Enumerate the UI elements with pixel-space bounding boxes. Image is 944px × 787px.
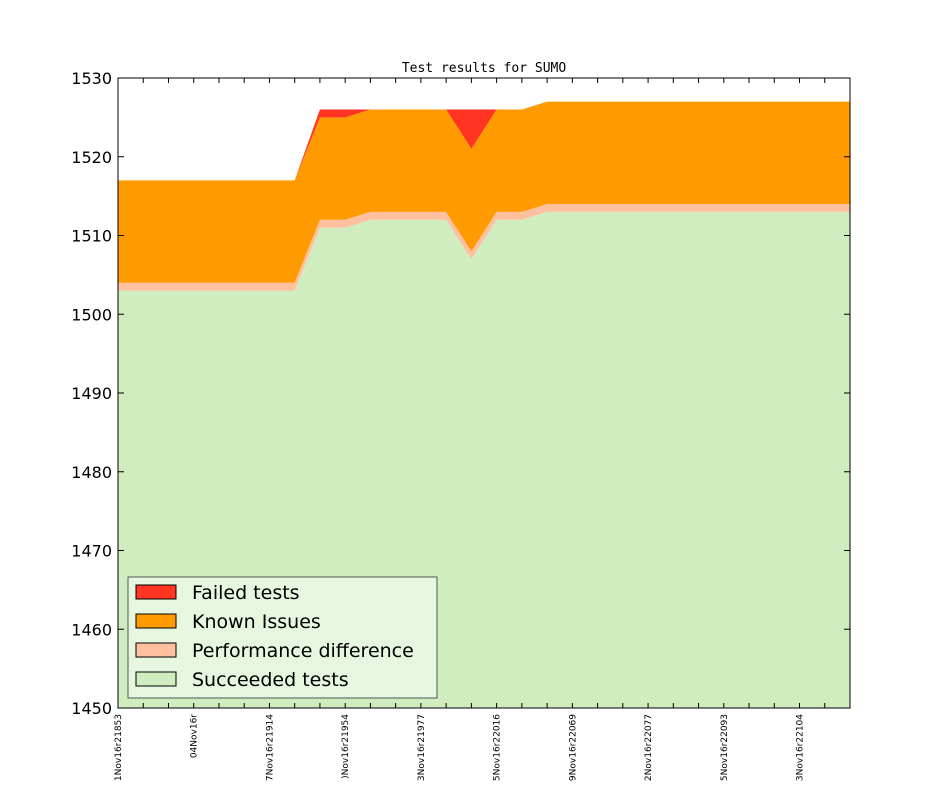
y-tick-label: 1460 xyxy=(71,620,112,639)
x-tick-label: 3Nov16r22104 xyxy=(796,714,806,781)
x-tick-label: 04Nov16r xyxy=(190,714,200,758)
legend-swatch xyxy=(135,613,177,629)
legend-label: Performance difference xyxy=(192,640,414,662)
x-tick-label: 5Nov16r22016 xyxy=(493,714,503,781)
y-tick-label: 1480 xyxy=(71,463,112,482)
x-axis: 1Nov16r21853 04Nov16r 7Nov16r21914 )Nov16r2… xyxy=(114,78,851,781)
legend-swatch xyxy=(135,642,177,658)
x-tick-label: 9Nov16r22069 xyxy=(568,714,578,781)
legend-label: Failed tests xyxy=(192,582,300,604)
area-series-performance-difference xyxy=(118,204,850,291)
y-tick-label: 1490 xyxy=(71,384,112,403)
chart-title: Test results for SUMO xyxy=(402,61,567,76)
legend-swatch xyxy=(135,584,177,600)
y-tick-label: 1500 xyxy=(71,305,112,324)
x-tick-label: 2Nov16r22077 xyxy=(644,714,654,781)
legend-label: Succeeded tests xyxy=(192,669,349,691)
area-series-failed-tests xyxy=(118,101,850,181)
legend-box xyxy=(127,576,438,699)
x-tick-label: 3Nov16r21977 xyxy=(417,714,427,781)
x-tick-label: 1Nov16r21853 xyxy=(114,714,124,781)
legend-swatch xyxy=(135,671,177,687)
y-axis: 1450 1460 1470 1480 1490 1500 1510 1520 1530 xyxy=(71,69,850,718)
x-tick-label: 5Nov16r22093 xyxy=(720,714,730,781)
x-tick-label: 7Nov16r21914 xyxy=(265,714,275,781)
y-tick-label: 1510 xyxy=(71,227,112,246)
x-tick-label: )Nov16r21954 xyxy=(341,714,351,779)
y-tick-label: 1450 xyxy=(71,699,112,718)
y-tick-label: 1520 xyxy=(71,148,112,167)
legend: Failed tests Known Issues Performance diff… xyxy=(127,576,438,699)
y-tick-label: 1530 xyxy=(71,69,112,88)
y-tick-label: 1470 xyxy=(71,542,112,561)
legend-label: Known Issues xyxy=(192,611,321,633)
area-series-known-issues xyxy=(118,101,850,283)
